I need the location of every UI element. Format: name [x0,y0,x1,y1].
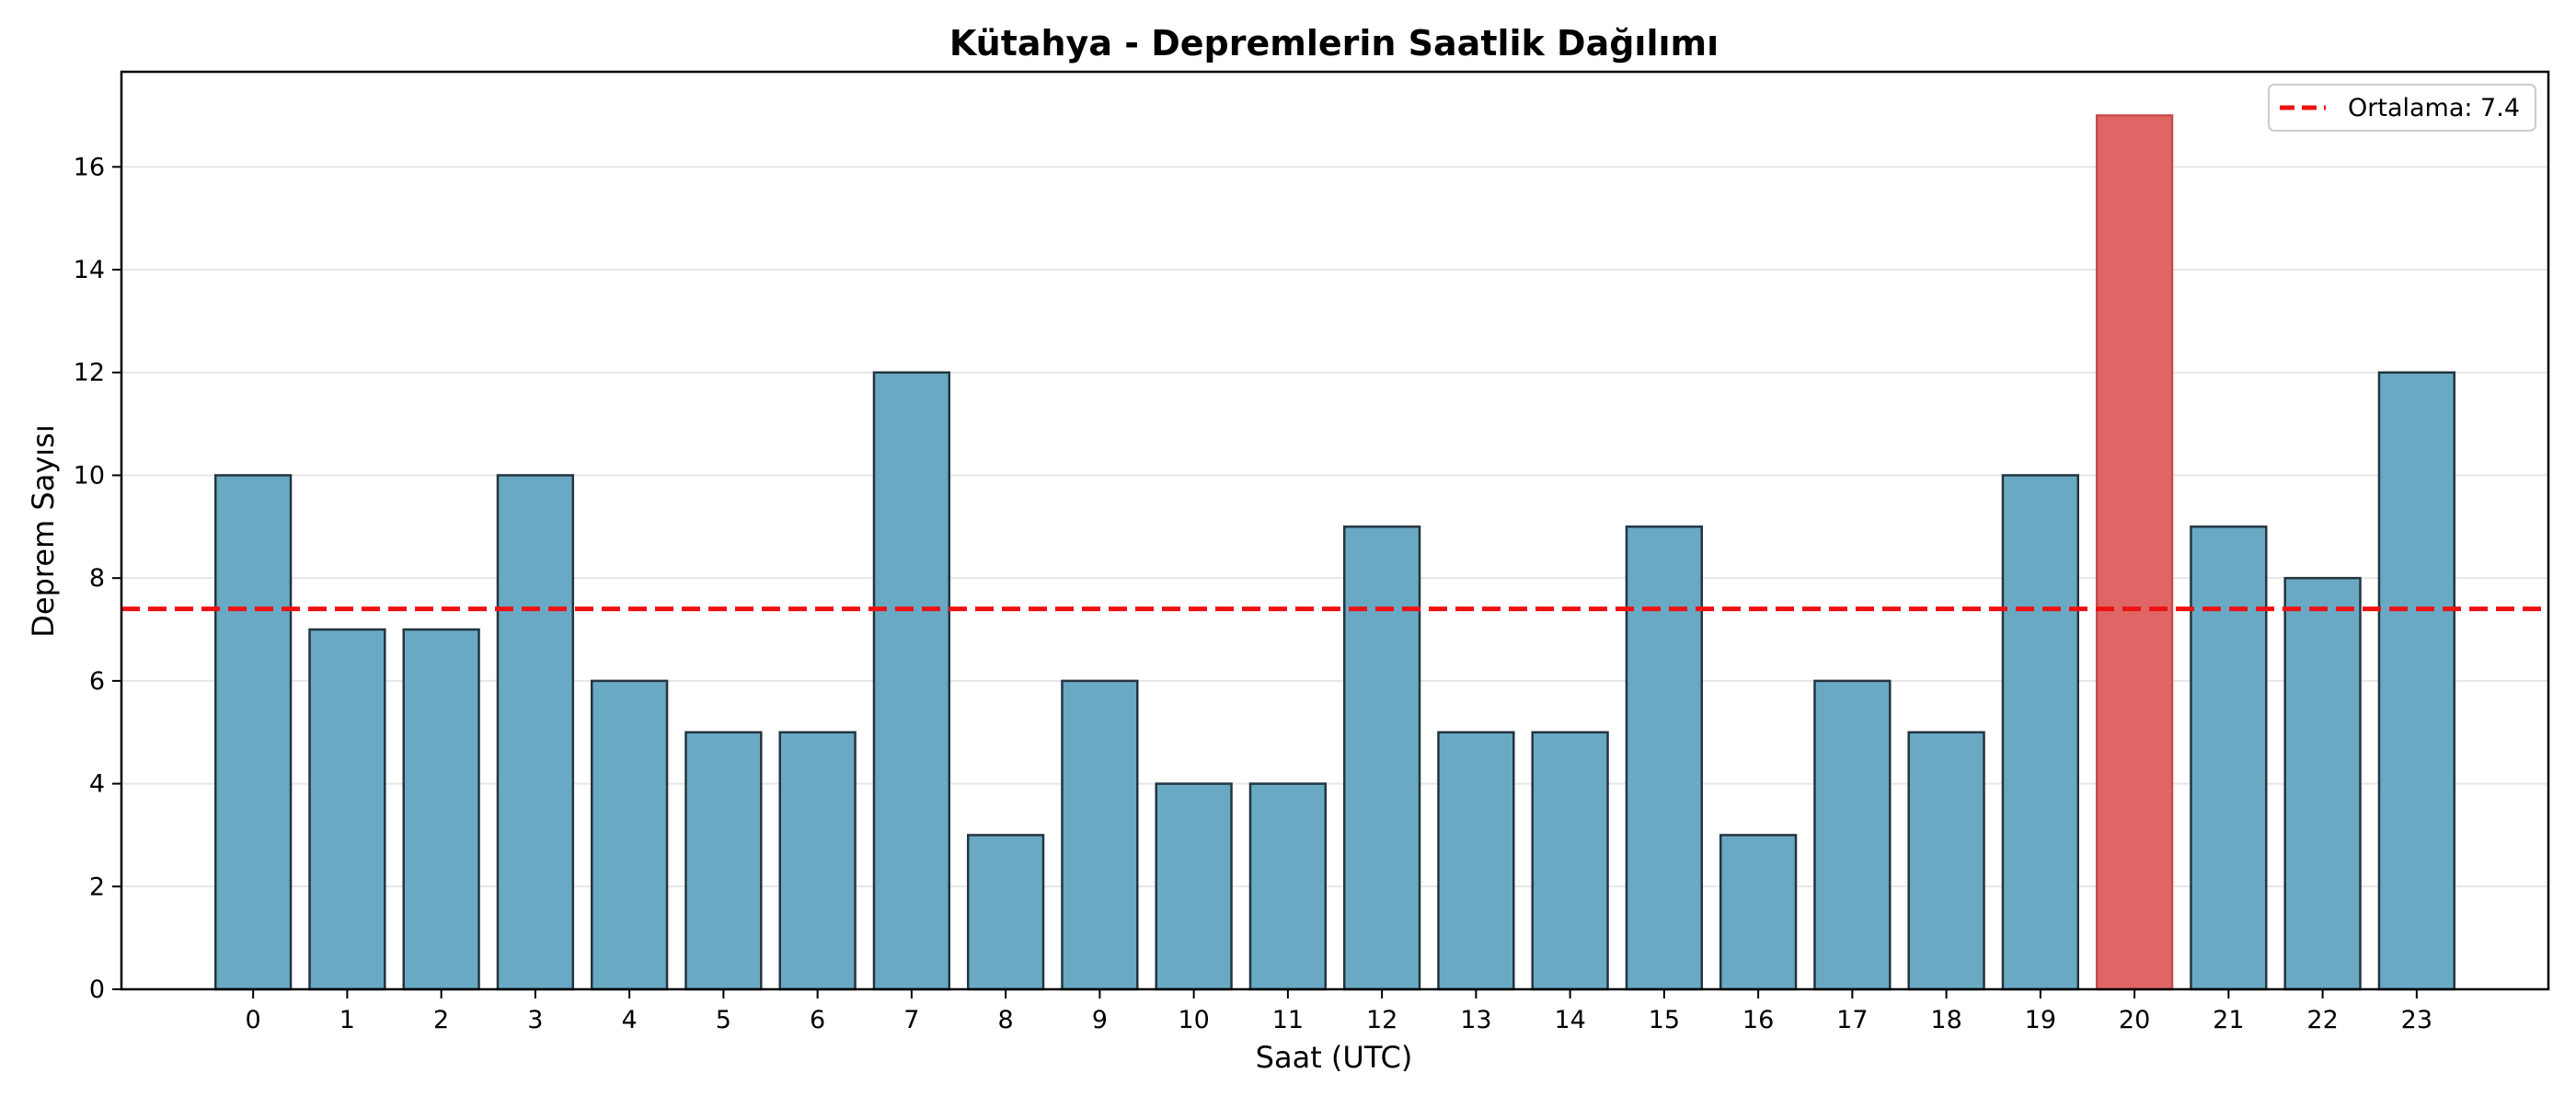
y-axis-label: Deprem Sayısı [26,424,61,637]
x-tick-label: 4 [622,1006,638,1034]
bar-hour-9 [1061,679,1139,991]
bars [213,114,2456,991]
bar-hour-15 [1625,525,1704,991]
x-tick-label: 11 [1272,1006,1304,1034]
x-tick-label: 16 [1742,1006,1774,1034]
x-tick-label: 8 [998,1006,1014,1034]
bar-hour-14 [1531,731,1609,991]
x-tick-label: 12 [1366,1006,1397,1034]
x-tick-label: 18 [1930,1006,1961,1034]
x-tick-label: 0 [246,1006,261,1034]
x-tick-label: 17 [1836,1006,1868,1034]
x-tick-label: 7 [903,1006,919,1034]
bar-hour-1 [308,628,386,991]
bar-hour-13 [1437,731,1515,991]
x-tick-label: 9 [1092,1006,1108,1034]
bar-hour-20 [2095,114,2174,991]
y-tick-label: 0 [89,975,105,1004]
legend-label: Ortalama: 7.4 [2348,94,2520,122]
x-tick-label: 22 [2306,1006,2338,1034]
x-tick-label: 21 [2213,1006,2244,1034]
y-tick-label: 2 [89,872,105,901]
bar-hour-19 [2001,474,2080,991]
bar-hour-10 [1155,782,1233,991]
chart-title: Kütahya - Depremlerin Saatlik Dağılımı [949,23,1719,63]
bar-hour-4 [590,679,669,991]
gridlines [121,166,2548,990]
bar-hour-7 [872,371,951,991]
x-tick-label: 13 [1460,1006,1491,1034]
y-tick-label: 10 [74,461,105,490]
bar-hour-17 [1813,679,1892,991]
bar-hour-3 [496,474,575,991]
y-tick-label: 14 [74,256,105,284]
bar-hour-0 [213,474,293,991]
y-tick-label: 16 [74,153,105,181]
bar-hour-8 [966,834,1045,991]
bar-hour-18 [1907,731,1985,991]
x-tick-label: 14 [1554,1006,1585,1034]
x-tick-label: 10 [1178,1006,1209,1034]
x-tick-label: 23 [2401,1006,2432,1034]
bar-hour-16 [1719,834,1798,991]
y-tick-label: 4 [89,770,105,799]
bar-hour-11 [1248,782,1328,991]
y-tick-label: 12 [74,359,105,387]
x-tick-label: 15 [1649,1006,1680,1034]
legend-box [2268,84,2536,132]
x-tick-label: 6 [810,1006,825,1034]
y-tick-label: 6 [89,667,105,696]
bar-hour-12 [1342,525,1421,991]
x-tick-label: 3 [527,1006,543,1034]
x-tick-label: 1 [339,1006,355,1034]
bar-hour-5 [684,731,763,991]
y-tick-label: 8 [89,564,105,593]
legend: Ortalama: 7.4 [2268,84,2536,132]
bar-hour-2 [402,628,480,991]
x-axis-label: Saat (UTC) [1256,1040,1413,1075]
bar-hour-23 [2377,371,2456,991]
x-tick-label: 20 [2119,1006,2150,1034]
x-tick-label: 19 [2025,1006,2056,1034]
plot-frame [120,70,2550,991]
bar-hour-6 [778,731,857,991]
bar-hour-21 [2190,525,2268,991]
bar-hour-22 [2283,576,2362,991]
x-tick-label: 2 [433,1006,449,1034]
x-tick-label: 5 [716,1006,731,1034]
